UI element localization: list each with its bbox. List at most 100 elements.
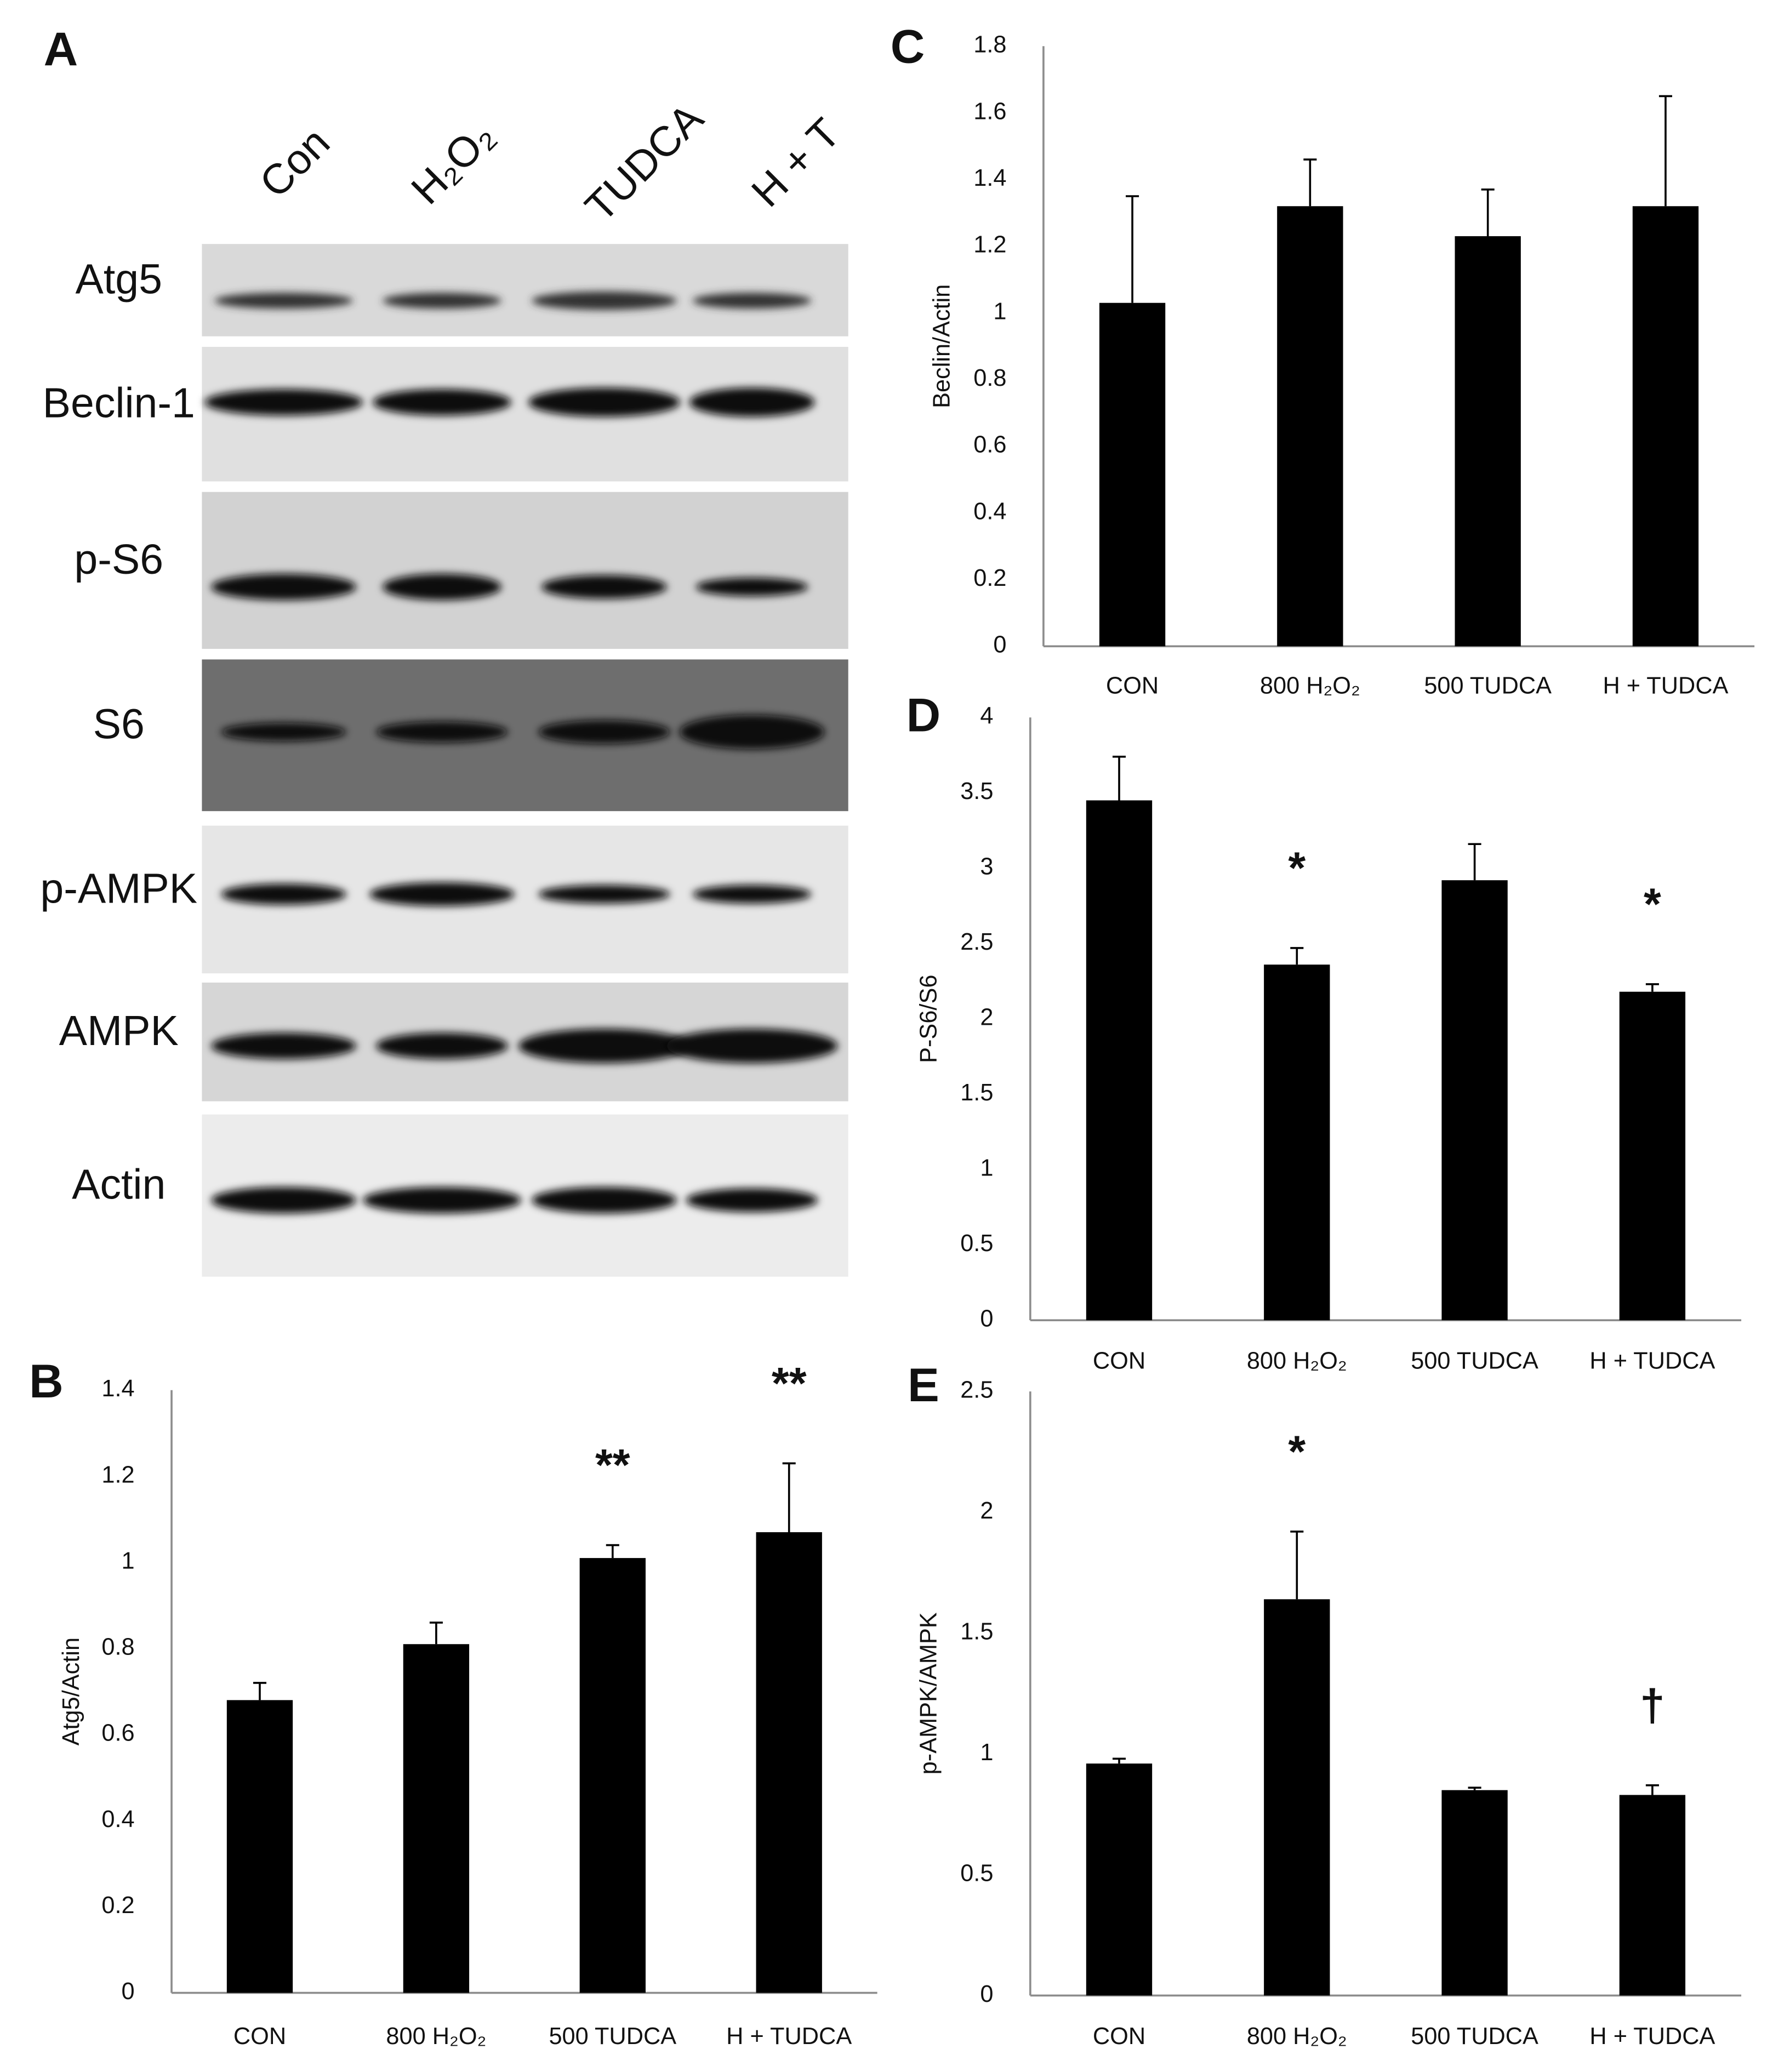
blot-row-label: Atg5 [76,255,162,302]
error-bar [1481,189,1495,237]
blot-strip [202,244,848,336]
significance-mark: * [1288,1427,1305,1477]
error-bar [1112,1757,1126,1764]
y-tick-label: 0.2 [973,565,1006,591]
y-axis-label: p-AMPK/AMPK [915,1612,942,1774]
x-tick-label: CON [1093,1348,1145,1374]
x-tick-label: H + TUDCA [1603,672,1728,699]
blot-band [221,883,346,905]
bar [1632,206,1699,647]
bar [403,1644,470,1993]
blot-band [679,715,825,750]
y-tick-label: 2 [980,1498,993,1524]
panel-label: E [908,1359,939,1412]
bar [1086,800,1153,1321]
error-bar [1645,983,1659,992]
significance-mark: ** [595,1441,630,1491]
x-tick-label: 800 H₂O₂ [1247,1348,1347,1374]
panel-label: C [891,20,925,73]
blot-band [383,293,501,309]
error-bar [1468,1786,1481,1790]
blot-strip [202,492,848,649]
y-tick-label: 0 [980,1981,993,2007]
blot-band [532,1187,677,1214]
y-axis-label: Beclin/Actin [928,284,955,408]
blot-band [211,1032,356,1059]
blot-row-label: AMPK [59,1007,179,1054]
y-tick-label: 4 [980,703,993,729]
blot-band [376,721,508,743]
significance-mark: * [1288,843,1305,893]
blot-row-label: p-S6 [74,536,163,583]
blot-band [204,389,363,416]
blot-band [369,882,515,906]
bar [1099,302,1166,647]
blot-band [363,1187,521,1214]
blot-band [221,722,346,741]
bar [1441,1790,1508,1996]
y-tick-label: 1.2 [101,1462,134,1488]
blot-band [692,293,812,309]
blot-band [686,1188,818,1212]
blot-band [538,884,670,904]
error-bar [606,1544,619,1559]
error-bar [1468,843,1481,881]
blot-band [538,720,670,744]
blot-row-label: p-AMPK [40,865,197,912]
y-tick-label: 1.6 [973,98,1006,124]
blot-band [692,884,812,904]
y-tick-label: 2 [980,1004,993,1031]
y-tick-label: 0.8 [101,1634,134,1660]
x-tick-label: CON [1106,672,1159,699]
significance-mark: † [1640,1681,1665,1731]
blot-band [383,573,501,601]
significance-mark: * [1644,880,1661,929]
x-tick-label: CON [233,2023,286,2050]
blot-band [541,575,667,599]
error-bar [429,1622,443,1645]
x-tick-label: CON [1093,2023,1145,2050]
y-tick-label: 3 [980,854,993,880]
y-tick-label: 1.4 [101,1375,134,1402]
x-tick-label: H + TUDCA [726,2023,852,2050]
error-bar [1126,195,1139,303]
panel-label: A [44,23,78,76]
bar [756,1532,822,1993]
bar [226,1700,293,1993]
y-tick-label: 0 [993,632,1006,658]
error-bar [1290,947,1304,965]
y-tick-label: 0.2 [101,1892,134,1919]
x-tick-label: H + TUDCA [1589,2023,1715,2050]
panel-label: B [29,1355,64,1408]
y-tick-label: 2.5 [960,1377,993,1403]
y-tick-label: 3.5 [960,778,993,804]
bar [1455,236,1521,647]
blot-band [518,1029,690,1063]
blot-band [373,389,511,416]
bar [1441,880,1508,1321]
y-tick-label: 0.4 [973,498,1006,524]
y-tick-label: 1 [993,298,1006,324]
blot-band [211,1187,356,1214]
y-tick-label: 0.6 [101,1720,134,1746]
y-tick-label: 1 [980,1155,993,1181]
error-bar [1290,1531,1304,1600]
bar [1619,991,1686,1321]
bar [1277,206,1343,647]
blot-row-label: S6 [93,701,145,748]
error-bar [1112,755,1126,801]
y-tick-label: 0 [980,1306,993,1332]
y-tick-label: 1.5 [960,1080,993,1106]
y-tick-label: 1 [122,1548,135,1574]
y-axis-label: P-S6/S6 [915,975,942,1063]
x-tick-label: 800 H₂O₂ [386,2023,486,2050]
y-tick-label: 1.4 [973,165,1006,191]
lane-label: TUDCA [576,94,712,231]
y-axis-label: Atg5/Actin [58,1637,84,1745]
error-bar [253,1682,267,1700]
blot-row-label: Actin [72,1161,166,1208]
lane-label: H₂O₂ [402,112,504,213]
blot-band [689,387,815,417]
blot-row-label: Beclin-1 [43,380,195,427]
